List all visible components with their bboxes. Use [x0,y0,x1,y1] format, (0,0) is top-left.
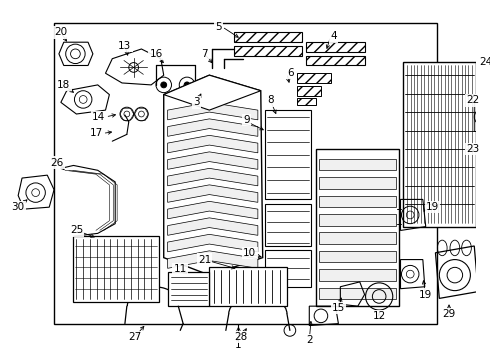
Polygon shape [168,152,258,169]
Text: 1: 1 [235,340,242,350]
Polygon shape [319,233,395,244]
Text: 11: 11 [173,264,187,274]
Polygon shape [319,269,395,281]
Text: 5: 5 [215,22,222,32]
Text: 6: 6 [287,68,294,78]
Polygon shape [306,42,365,52]
Polygon shape [306,56,365,66]
Text: 28: 28 [235,332,248,342]
Text: 25: 25 [70,225,83,235]
Polygon shape [234,46,301,56]
Polygon shape [234,32,301,42]
Text: 19: 19 [426,202,439,212]
Polygon shape [316,149,398,306]
Polygon shape [265,250,311,287]
Text: 10: 10 [244,248,256,258]
Text: 9: 9 [244,115,250,125]
Polygon shape [296,73,331,83]
Text: 3: 3 [194,97,200,107]
Text: 8: 8 [267,95,274,105]
Polygon shape [168,218,258,235]
Text: 23: 23 [466,144,480,154]
Polygon shape [164,75,261,110]
Polygon shape [168,102,258,120]
Polygon shape [164,75,263,275]
Bar [74,236,159,302]
Polygon shape [168,272,209,306]
Text: 30: 30 [12,202,24,212]
Text: 29: 29 [442,309,456,319]
Polygon shape [319,288,395,300]
Polygon shape [168,185,258,202]
Text: 27: 27 [128,332,141,342]
Text: 15: 15 [332,303,345,313]
Text: 19: 19 [419,289,432,300]
Circle shape [161,82,167,88]
Circle shape [184,82,190,88]
Text: 17: 17 [89,129,102,138]
Polygon shape [319,195,395,207]
Text: 16: 16 [149,49,163,59]
Text: 13: 13 [118,41,131,51]
Text: 7: 7 [201,49,208,59]
Text: 18: 18 [57,80,71,90]
Text: 2: 2 [306,335,313,345]
Text: 22: 22 [466,95,480,105]
Text: 21: 21 [198,255,211,265]
Polygon shape [296,98,316,105]
Polygon shape [168,135,258,153]
Polygon shape [319,177,395,189]
Text: 20: 20 [54,27,68,37]
Polygon shape [168,234,258,252]
Polygon shape [319,251,395,262]
Text: 12: 12 [372,311,386,321]
Polygon shape [296,86,321,95]
Text: 14: 14 [92,112,105,122]
Polygon shape [168,119,258,136]
Polygon shape [319,159,395,170]
Text: 4: 4 [331,31,337,41]
Polygon shape [168,201,258,219]
Polygon shape [265,110,311,199]
Bar [54,23,438,324]
Text: 24: 24 [479,57,490,67]
Bar [403,62,476,226]
Polygon shape [319,214,395,226]
Polygon shape [209,267,287,306]
Polygon shape [265,204,311,246]
Polygon shape [168,251,258,268]
Polygon shape [168,168,258,186]
Text: 26: 26 [50,158,64,167]
